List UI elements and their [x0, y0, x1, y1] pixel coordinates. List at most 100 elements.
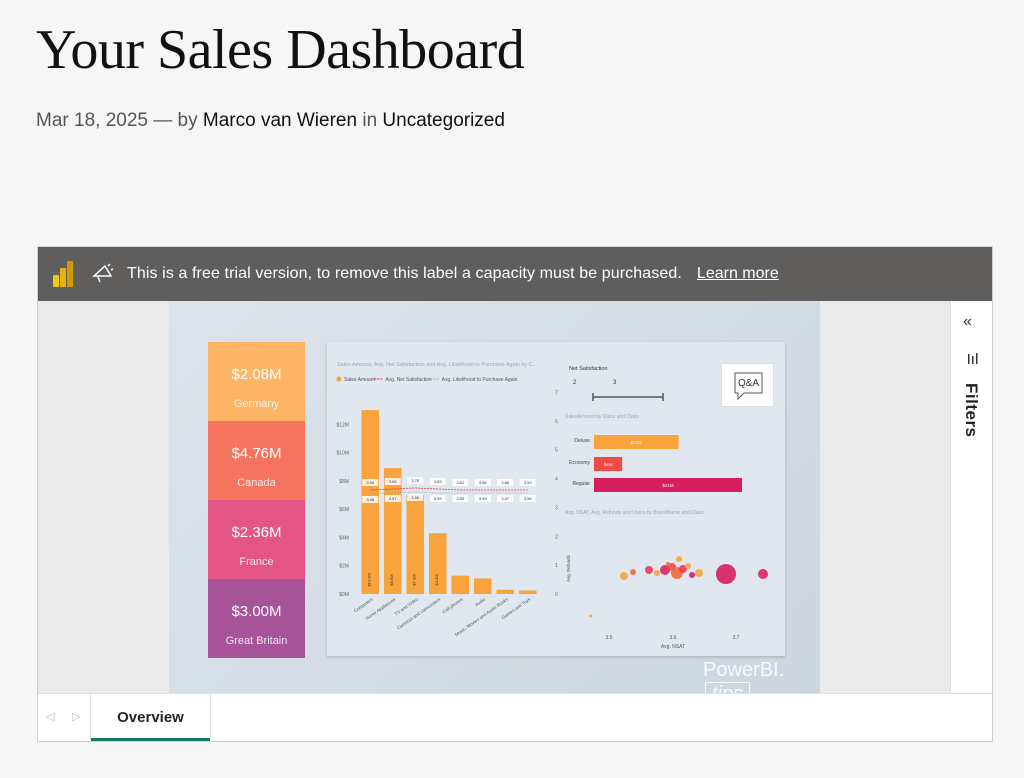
post-meta: Mar 18, 2025 — by Marco van Wieren in Un…	[36, 110, 505, 132]
post-title: Your Sales Dashboard	[36, 19, 525, 81]
bar	[428, 533, 447, 594]
y-tick-label: $0M	[339, 592, 349, 598]
likelihood-label: 3.57	[389, 496, 398, 501]
scatter-point	[716, 564, 736, 584]
watermark-main: PowerBI.	[703, 659, 785, 681]
y-tick-label: $6M	[339, 507, 349, 513]
kpi-label: Germany	[233, 398, 280, 410]
hbar	[594, 478, 742, 492]
hbar-category-label: Regular	[572, 481, 590, 487]
bar	[496, 589, 515, 594]
scatter-x-tick: 3.7	[733, 635, 740, 641]
x-tick-label: Computers	[353, 596, 375, 613]
kpi-card-germany[interactable]: $2.08M Germany	[208, 342, 305, 421]
scatter-xlabel: Avg. NSAT	[661, 644, 685, 650]
bar-value-label: $8.9M	[389, 574, 394, 585]
tab-overview[interactable]: Overview	[90, 694, 211, 741]
hbar-title: SalesAmount by Class and Class	[565, 414, 639, 420]
hbar-value-label: $12M	[631, 440, 643, 445]
collapse-icon[interactable]: «	[963, 313, 972, 330]
net-sat-label: 3.59	[524, 480, 533, 485]
hbar	[594, 457, 623, 471]
hbar-category-label: Deluxe	[574, 438, 590, 444]
scatter-ylabel: Avg. Refunds	[566, 554, 571, 582]
data-label-bg	[407, 477, 424, 484]
scatter-point	[679, 565, 687, 573]
scatter-point	[645, 566, 653, 574]
data-label-bg	[452, 495, 469, 502]
trial-message: This is a free trial version, to remove …	[127, 265, 682, 282]
watermark: PowerBI.tips	[703, 659, 820, 693]
hbar-value-label: $4M	[604, 462, 613, 467]
data-label-bg	[362, 479, 379, 486]
bar	[451, 575, 470, 594]
scatter-point	[666, 562, 670, 566]
qa-button[interactable]: Q&A	[721, 363, 774, 407]
likelihood-label: 3.57	[501, 496, 510, 501]
filter-icon	[968, 353, 978, 364]
category-link[interactable]: Uncategorized	[382, 110, 505, 131]
net-sat-label: 3.66	[501, 480, 510, 485]
data-label-bg	[362, 496, 379, 503]
charts-svg: Sales Amount, Avg. Net Satisfaction and …	[336, 362, 768, 650]
prev-page-icon[interactable]: ◁	[46, 711, 55, 723]
bar	[518, 590, 537, 594]
x-tick-label: Cell phones	[441, 596, 464, 614]
data-label-bg	[384, 478, 401, 485]
author-link[interactable]: Marco van Wieren	[202, 110, 358, 131]
y2-tick-label: 1	[555, 563, 558, 569]
data-label-bg	[474, 479, 491, 486]
scatter-point	[620, 572, 628, 580]
slicer-title: Net Satisfaction	[569, 366, 608, 372]
learn-more-link[interactable]: Learn more	[696, 265, 779, 282]
net-sat-label: 3.63	[434, 479, 443, 484]
kpi-card-canada[interactable]: $4.76M Canada	[208, 421, 305, 500]
scatter-point	[676, 556, 682, 562]
y2-tick-label: 4	[555, 477, 558, 483]
hbar	[594, 435, 679, 449]
legend-label: Avg. Likelihood to Purchase Again	[442, 377, 518, 383]
hbar-category-label: Economy	[569, 460, 590, 466]
kpi-label: Canada	[237, 477, 276, 489]
net-sat-line	[370, 487, 528, 491]
data-label-bg	[429, 495, 446, 502]
y-tick-label: $2M	[339, 564, 349, 570]
net-sat-label: 3.61	[456, 480, 465, 485]
y2-tick-label: 5	[555, 448, 558, 454]
scatter-point	[695, 569, 703, 577]
kpi-value: $2.36M	[231, 524, 282, 541]
legend-label: Avg. Net Satisfaction	[385, 377, 432, 383]
report-canvas: $2.08M Germany $4.76M Canada $2.36M Fran…	[169, 301, 820, 693]
data-label-bg	[452, 479, 469, 486]
kpi-label: Great Britain	[225, 635, 288, 647]
kpi-card-france[interactable]: $2.36M France	[208, 500, 305, 579]
legend-label: Sales Amount	[344, 377, 375, 383]
bar	[473, 578, 492, 594]
likelihood-label: 3.59	[456, 496, 465, 501]
net-sat-label: 3.55	[366, 480, 375, 485]
filters-pane[interactable]: « Filters	[950, 301, 992, 693]
bar	[406, 495, 425, 594]
kpi-card-great-britain[interactable]: $3.00M Great Britain	[208, 579, 305, 658]
next-page-icon[interactable]: ▷	[72, 711, 81, 723]
y2-tick-label: 2	[555, 534, 558, 540]
charts-panel: Sales Amount, Avg. Net Satisfaction and …	[327, 342, 785, 656]
data-label-bg	[474, 495, 491, 502]
x-tick-label: Cameras and camcorders	[396, 596, 442, 630]
filters-label[interactable]: Filters	[962, 383, 981, 438]
qa-bubble-icon: Q&A	[734, 372, 763, 401]
bar-value-label: $13.0M	[366, 573, 371, 586]
kpi-label: France	[239, 556, 274, 568]
likelihood-label: 3.59	[479, 496, 488, 501]
slicer-max: 3	[613, 380, 617, 386]
y-tick-label: $8M	[339, 479, 349, 485]
scatter-point	[758, 569, 768, 579]
y2-tick-label: 6	[555, 419, 558, 425]
data-label-bg	[407, 494, 424, 501]
slicer-min: 2	[573, 380, 577, 386]
y2-tick-label: 3	[555, 505, 558, 511]
powerbi-logo-icon	[53, 261, 75, 287]
data-label-bg	[519, 479, 536, 486]
likelihood-label: 3.48	[366, 497, 375, 502]
kpi-value: $2.08M	[231, 366, 282, 383]
